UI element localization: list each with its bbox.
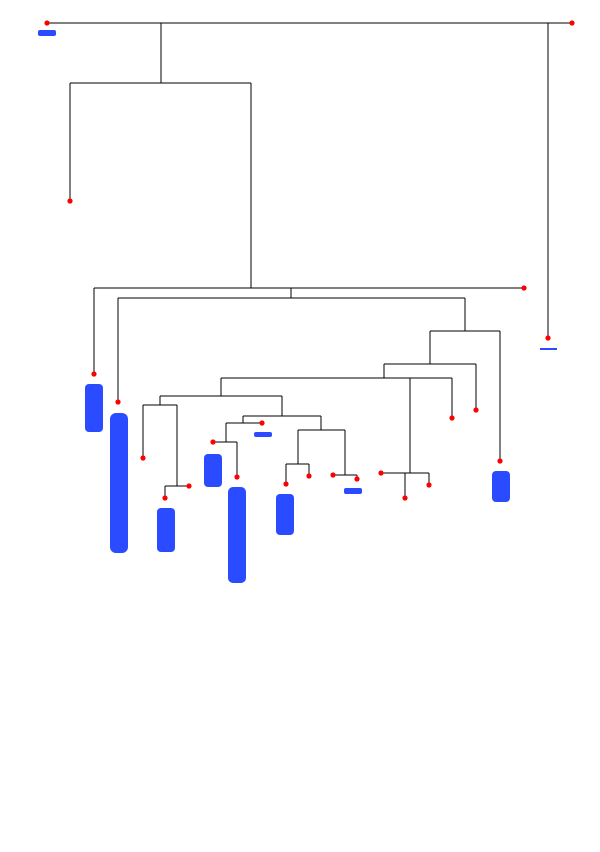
edge-branch-b-bar <box>242 415 321 423</box>
leaf-node-118 <box>115 399 121 405</box>
leaf-node-right-tip <box>521 285 527 291</box>
edge-branch-b-sub <box>213 441 238 477</box>
edge-branch-c-left <box>285 430 310 484</box>
marker-bar-118 <box>110 413 128 553</box>
leaf-node-476 <box>473 407 479 413</box>
root-node-left <box>44 20 50 26</box>
marker-bar-213 <box>204 454 222 487</box>
leaf-node-94 <box>91 371 97 377</box>
leaf-node-286 <box>283 481 289 487</box>
tree-markers <box>38 30 557 583</box>
marker-bar-94 <box>85 384 103 432</box>
leaf-node-165 <box>162 495 168 501</box>
leaf-node-381 <box>378 470 384 476</box>
edge-branch-b-pair <box>225 422 262 442</box>
marker-bar-286 <box>276 494 294 535</box>
leaf-node-189 <box>186 483 192 489</box>
leaf-node-429 <box>426 482 432 488</box>
tree-edges <box>47 22 572 498</box>
leaf-node-143 <box>140 455 146 461</box>
marker-chip-262 <box>254 432 272 437</box>
marker-top-left <box>38 30 56 36</box>
leaf-node-405 <box>402 495 408 501</box>
leaf-node-500 <box>497 458 503 464</box>
leaf-node-213 <box>210 439 216 445</box>
leaf-node-left <box>67 198 73 204</box>
tree-nodes <box>44 20 575 501</box>
edge-branch-d-bar <box>381 472 430 498</box>
marker-bar-500 <box>492 471 510 502</box>
leaf-node-333 <box>330 472 336 478</box>
marker-bar-237 <box>228 487 246 583</box>
edge-branch-c-bar <box>298 416 345 431</box>
edge-branch-a-pair <box>164 485 189 498</box>
root-node-right <box>569 20 575 26</box>
leaf-node-357 <box>354 476 360 482</box>
leaf-node-452 <box>449 415 455 421</box>
marker-right-line <box>540 348 557 350</box>
leaf-node-262 <box>259 420 265 426</box>
marker-bar-165 <box>157 508 175 552</box>
leaf-node-309 <box>306 473 312 479</box>
edge-level3-sub <box>290 287 408 298</box>
leaf-node-far-right <box>545 335 551 341</box>
edge-branch-c-right <box>333 430 358 479</box>
marker-chip-345 <box>344 488 362 494</box>
leaf-node-237 <box>234 474 240 480</box>
